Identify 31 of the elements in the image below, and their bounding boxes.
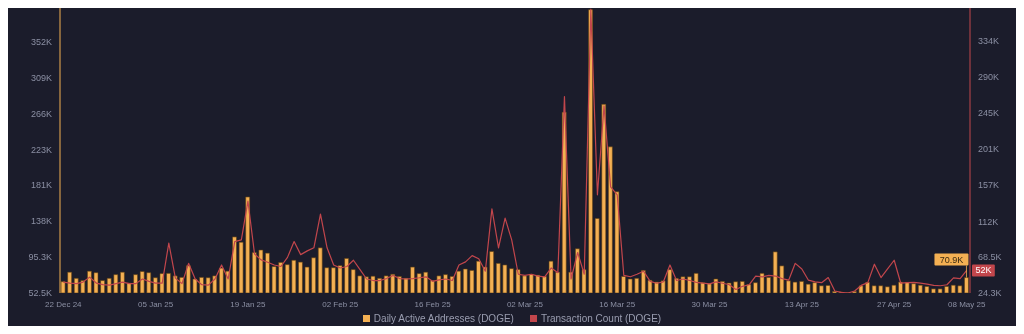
legend-label: Daily Active Addresses (DOGE) bbox=[373, 313, 514, 324]
y-tick-label: 181K bbox=[30, 180, 52, 191]
x-tick-label: 22 Dec 24 bbox=[45, 299, 83, 309]
data-label: 70.9K bbox=[939, 254, 964, 265]
x-tick-label: 30 Mar 25 bbox=[691, 299, 729, 309]
x-tick-label: 16 Feb 25 bbox=[414, 299, 452, 309]
y-tick-label: 138K bbox=[30, 216, 52, 227]
y2-tick-label: 157K bbox=[978, 180, 1000, 191]
y2-tick-label: 68.5K bbox=[978, 252, 1002, 263]
x-tick-label: 19 Jan 25 bbox=[230, 299, 267, 309]
x-tick-label: 27 Apr 25 bbox=[877, 299, 912, 309]
y-tick-label: 223K bbox=[30, 145, 52, 156]
x-tick-label: 05 Jan 25 bbox=[138, 299, 174, 309]
y-tick-label: 352K bbox=[30, 36, 52, 47]
y2-tick-label: 245K bbox=[978, 108, 1000, 119]
data-label: 52K bbox=[975, 265, 992, 276]
y2-tick-label: 290K bbox=[978, 71, 1000, 82]
x-tick-label: 02 Mar 25 bbox=[506, 299, 544, 309]
y-tick-label: 309K bbox=[30, 72, 52, 83]
y-tick-label: 52.5K bbox=[28, 288, 52, 299]
y2-tick-label: 24.3K bbox=[978, 288, 1002, 299]
y-tick-label: 266K bbox=[30, 108, 52, 119]
x-tick-label: 08 May 25 bbox=[948, 299, 986, 309]
x-tick-label: 02 Feb 25 bbox=[322, 299, 359, 309]
y2-tick-label: 112K bbox=[978, 216, 999, 227]
legend-label: Transaction Count (DOGE) bbox=[540, 313, 662, 324]
x-tick-label: 13 Apr 25 bbox=[784, 299, 820, 309]
y-tick-label: 95.3K bbox=[28, 252, 52, 263]
y2-tick-label: 334K bbox=[978, 35, 1000, 46]
y2-tick-label: 201K bbox=[978, 144, 1000, 155]
x-tick-label: 16 Mar 25 bbox=[599, 299, 636, 309]
